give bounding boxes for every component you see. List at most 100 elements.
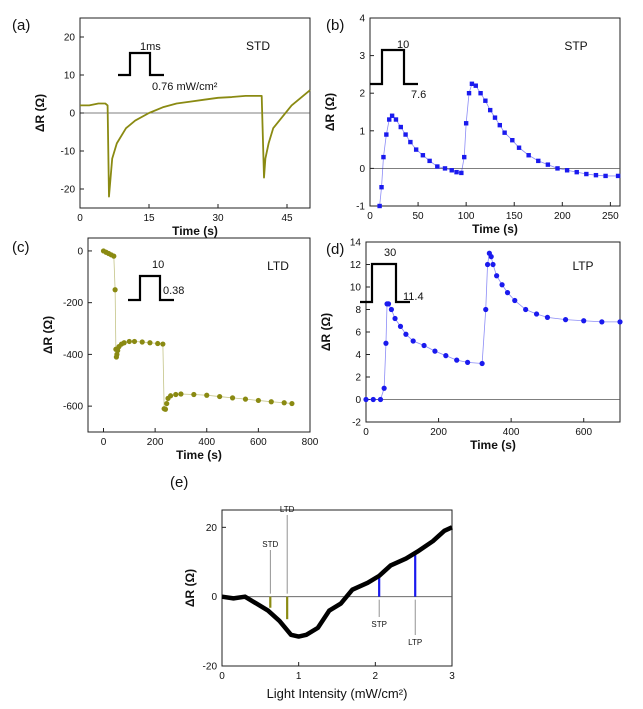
- data-point: [584, 171, 589, 177]
- data-point: [160, 341, 166, 347]
- x-tick-label: 30: [212, 213, 224, 224]
- data-point: [397, 323, 404, 329]
- x-tick-label: 0: [363, 427, 369, 438]
- x-tick-label: 1: [296, 671, 302, 682]
- data-point: [383, 340, 389, 346]
- marker-label-ltd: LTD: [280, 505, 295, 514]
- data-point: [126, 338, 132, 345]
- y-axis-label: ΔR (Ω): [33, 94, 47, 132]
- y-tick-label: -200: [63, 298, 83, 309]
- x-tick-label: 0: [101, 437, 107, 448]
- y-tick-label: 3: [359, 51, 365, 62]
- data-point: [478, 91, 483, 96]
- y-axis-label: ΔR (Ω): [183, 569, 197, 607]
- data-point: [499, 282, 505, 288]
- y-tick-label: 4: [355, 350, 361, 361]
- data-point: [581, 318, 587, 324]
- data-point: [504, 290, 511, 296]
- x-tick-label: 50: [413, 211, 425, 222]
- data-point: [217, 393, 223, 400]
- data-point: [435, 164, 440, 169]
- data-point: [408, 139, 413, 145]
- y-tick-label: 2: [359, 89, 365, 100]
- pulse-width-label: 1ms: [140, 41, 161, 53]
- x-tick-label: 150: [506, 211, 523, 222]
- panel-label: (e): [170, 474, 188, 491]
- data-point: [255, 397, 261, 404]
- y-tick-label: -20: [203, 662, 218, 673]
- y-tick-label: 0: [69, 109, 75, 120]
- data-point: [387, 117, 392, 122]
- data-point: [479, 360, 485, 367]
- panel-label: (d): [326, 241, 344, 258]
- data-point: [593, 172, 599, 178]
- series-line: [221, 525, 453, 639]
- y-tick-label: -2: [352, 418, 361, 429]
- data-point: [599, 319, 605, 325]
- data-point: [466, 91, 472, 96]
- data-point: [410, 338, 416, 344]
- data-point: [381, 154, 386, 160]
- plot-frame: [221, 509, 453, 667]
- data-point: [432, 348, 438, 354]
- chart-panel-1: (a) 0 15 30 45 -20 -10 0 10 20 Time (s) ΔR (Ω) 1ms 0.…: [12, 17, 311, 238]
- data-point: [454, 169, 459, 175]
- x-tick-label: 200: [430, 427, 447, 438]
- y-tick-label: 0: [355, 395, 361, 406]
- data-point: [385, 301, 392, 307]
- data-point: [502, 130, 507, 135]
- data-point: [155, 340, 161, 347]
- tag-ltd: LTD: [267, 259, 289, 273]
- y-tick-label: 10: [350, 283, 362, 294]
- data-point: [545, 162, 551, 167]
- data-point: [564, 168, 570, 173]
- series-guide: [103, 250, 292, 410]
- data-point: [139, 339, 145, 345]
- y-tick-label: -400: [63, 350, 83, 361]
- data-point: [544, 314, 551, 320]
- data-point: [492, 115, 498, 120]
- data-point: [403, 132, 408, 137]
- data-point: [398, 124, 403, 130]
- pulse-width-label: 10: [152, 259, 164, 271]
- data-point: [377, 203, 382, 209]
- data-point: [494, 273, 500, 279]
- x-tick-label: 15: [143, 213, 155, 224]
- pulse-width-label: 10: [397, 39, 409, 51]
- data-point: [191, 391, 197, 398]
- series-line: [80, 89, 311, 198]
- data-point: [497, 122, 503, 128]
- data-point: [516, 145, 522, 150]
- y-tick-label: -20: [61, 185, 76, 196]
- data-point: [389, 113, 395, 118]
- data-point: [462, 154, 467, 160]
- data-point: [377, 396, 384, 403]
- x-tick-label: 45: [281, 213, 293, 224]
- data-point: [512, 297, 518, 304]
- pulse-amplitude-label: 0.76 mW/cm²: [152, 81, 218, 93]
- y-tick-label: 0: [359, 164, 365, 175]
- data-point: [173, 391, 179, 398]
- x-tick-label: 400: [503, 427, 520, 438]
- pulse-amplitude-label: 11.4: [403, 291, 424, 303]
- x-tick-label: 200: [554, 211, 571, 222]
- data-point: [242, 396, 249, 402]
- data-point: [536, 158, 541, 164]
- x-tick-label: 0: [219, 671, 225, 682]
- y-tick-label: 20: [206, 523, 218, 534]
- data-point: [449, 168, 454, 173]
- data-point: [111, 253, 117, 259]
- data-point: [483, 306, 489, 313]
- y-tick-label: 4: [359, 14, 365, 25]
- data-point: [121, 340, 127, 346]
- y-tick-label: 2: [355, 373, 361, 384]
- x-axis-label: Time (s): [470, 438, 516, 452]
- data-point: [370, 396, 376, 403]
- data-point: [204, 392, 210, 398]
- data-point: [484, 261, 491, 268]
- x-axis-label: Time (s): [472, 222, 518, 236]
- plot-frame: [87, 237, 311, 433]
